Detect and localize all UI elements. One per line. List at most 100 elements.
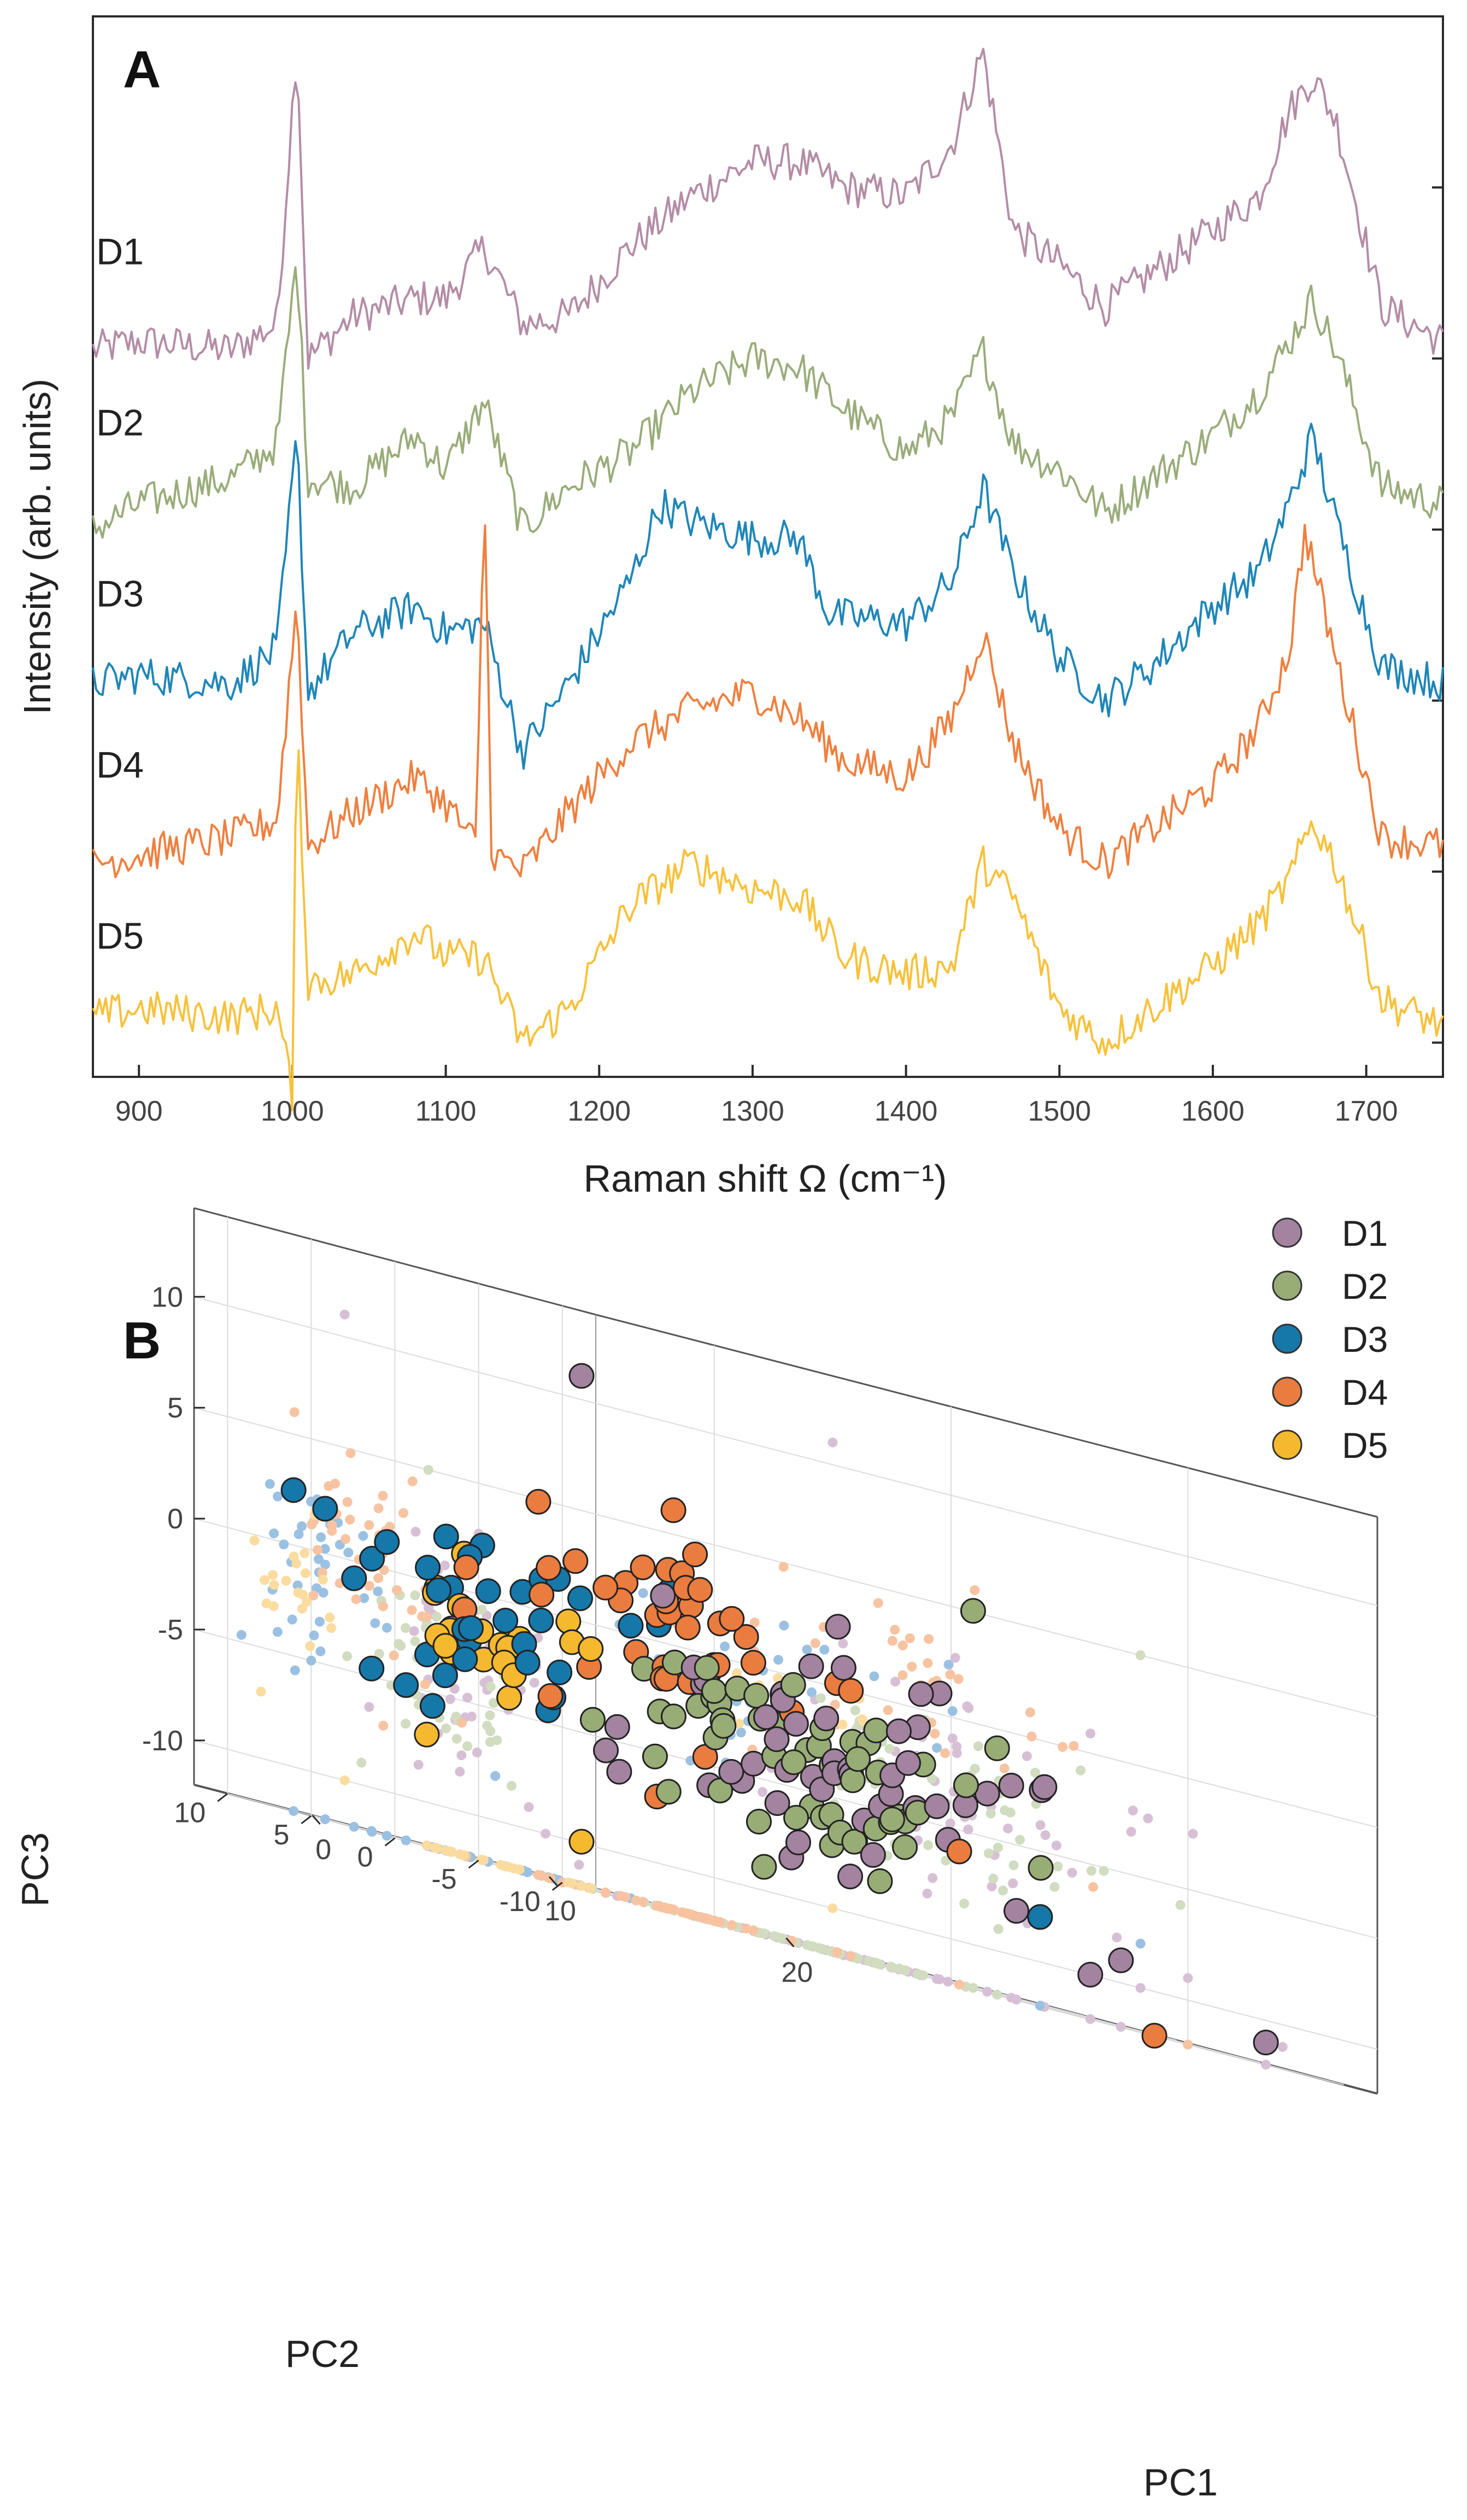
scatter-point-d1	[1108, 1947, 1134, 1973]
projection-point-d3	[272, 1627, 283, 1637]
projection-point-d1	[445, 1694, 455, 1704]
projection-point-d1	[1128, 1806, 1138, 1816]
pc2-tick-label: 5	[273, 1819, 289, 1851]
scatter-point-d1	[1004, 1898, 1030, 1924]
scatter-point-d2	[780, 1672, 806, 1698]
projection-point-d5	[318, 1574, 328, 1585]
projection-point-d2	[1053, 1861, 1063, 1872]
projection-point-d4	[307, 1519, 317, 1529]
projection-point-d1	[413, 1760, 424, 1770]
projection-point-d1	[943, 1977, 953, 1987]
scatter-point-d5	[555, 1608, 582, 1634]
pc1-tick-mark	[312, 1815, 321, 1825]
projection-point-d4	[398, 1508, 408, 1518]
projection-point-d2	[374, 1649, 384, 1659]
scatter-point-d3	[528, 1607, 554, 1633]
pc3-axis-title: PC3	[14, 1832, 56, 1907]
projection-point-d3	[320, 1544, 330, 1554]
scatter-point-d3	[1027, 1904, 1053, 1930]
scatter-point-d2	[751, 1854, 777, 1880]
projection-point-d4	[379, 1565, 389, 1575]
scatter-point-d1	[1077, 1961, 1104, 1988]
scatter-point-d4	[946, 1838, 972, 1865]
scatter-point-d3	[547, 1660, 573, 1686]
projection-point-d1	[890, 1677, 901, 1687]
scatter-point-d3	[433, 1523, 459, 1550]
scatter-point-d1	[1253, 2029, 1279, 2055]
panel-a-frame	[92, 15, 1444, 1078]
projection-point-d3	[720, 1641, 730, 1651]
scatter-point-d3	[280, 1477, 307, 1503]
projection-point-d3	[819, 1644, 830, 1655]
projection-point-d4	[378, 1720, 389, 1731]
scatter-point-d1	[924, 1793, 950, 1819]
projection-point-d4	[364, 1520, 374, 1530]
projection-point-d1	[466, 1712, 477, 1722]
projection-point-d3	[523, 1867, 533, 1878]
projection-point-d1	[838, 1638, 848, 1649]
scatter-point-d4	[630, 1554, 656, 1580]
projection-point-d1	[364, 1702, 374, 1712]
projection-point-d1	[935, 1974, 945, 1984]
projection-point-d4	[726, 1920, 737, 1930]
projection-point-d3	[638, 1588, 648, 1598]
projection-point-d3	[314, 1616, 325, 1627]
pc1-tick-label: 10	[544, 1895, 576, 1927]
projection-point-d5	[732, 1668, 742, 1678]
projection-point-d2	[959, 1898, 970, 1909]
projection-point-d3	[490, 1771, 501, 1781]
x-tick-label: 1700	[1335, 1095, 1398, 1127]
projection-point-d2	[410, 1636, 420, 1646]
scatter-point-d4	[529, 1581, 555, 1608]
projection-point-d2	[1175, 1900, 1186, 1910]
projection-point-d1	[1085, 1728, 1096, 1739]
pc3-tick-label: -10	[142, 1725, 183, 1757]
spectrum-label-d1: D1	[96, 231, 144, 273]
projection-point-d5	[249, 1536, 260, 1546]
spectrum-line-d2	[92, 266, 1444, 539]
projection-point-d3	[265, 1479, 275, 1489]
pc2-tick-label: 10	[174, 1797, 206, 1829]
projection-point-d2	[1008, 1860, 1019, 1871]
scatter-point-d2	[867, 1868, 893, 1894]
scatter-point-d5	[568, 1829, 595, 1855]
projection-point-d4	[1058, 1742, 1068, 1752]
projection-point-d4	[345, 1448, 356, 1458]
scatter-point-d3	[452, 1646, 478, 1672]
projection-point-d1	[462, 1692, 473, 1703]
projection-point-d4	[999, 1763, 1010, 1774]
projection-point-d3	[401, 1835, 411, 1845]
projection-point-d2	[441, 1723, 451, 1733]
projection-point-d2	[894, 1964, 905, 1974]
projection-point-d3	[806, 1687, 817, 1697]
pc1-tick-label: 0	[315, 1834, 331, 1866]
scatter-point-d3	[341, 1565, 367, 1591]
scatter-point-d4	[719, 1606, 745, 1632]
projection-point-d2	[451, 1712, 461, 1722]
scatter-point-d2	[694, 1655, 720, 1681]
projection-point-d4	[1088, 1882, 1098, 1892]
scatter-point-d3	[312, 1496, 338, 1522]
x-axis-title: Raman shift Ω (cm⁻¹)	[584, 1157, 947, 1200]
projection-point-d1	[1277, 2042, 1288, 2052]
projection-point-d2	[1049, 1882, 1060, 1892]
projection-point-d5	[260, 1575, 270, 1585]
projection-point-d3	[313, 1554, 324, 1564]
scatter-point-d3	[457, 1615, 484, 1641]
projection-point-d1	[1143, 1813, 1153, 1824]
projection-point-d1	[439, 1560, 450, 1570]
scatter-point-d4	[537, 1683, 564, 1709]
projection-point-d2	[485, 1710, 495, 1720]
panel-a: A 900 1000 1100 1200 1300 1400 1500 1600 1700 D1…	[16, 15, 1444, 1200]
grid-line	[595, 1403, 1378, 1607]
projection-point-d4	[778, 1562, 789, 1572]
legend-marker-d2	[1272, 1270, 1302, 1301]
projection-point-d4	[378, 1491, 388, 1501]
pc2-tick-mark	[301, 1815, 312, 1825]
projection-point-d1	[1051, 1841, 1061, 1851]
projection-point-d1	[1135, 1983, 1146, 1993]
scatter-point-d3	[393, 1672, 419, 1698]
projection-point-d3	[349, 1821, 359, 1832]
projection-point-d3	[382, 1622, 392, 1633]
